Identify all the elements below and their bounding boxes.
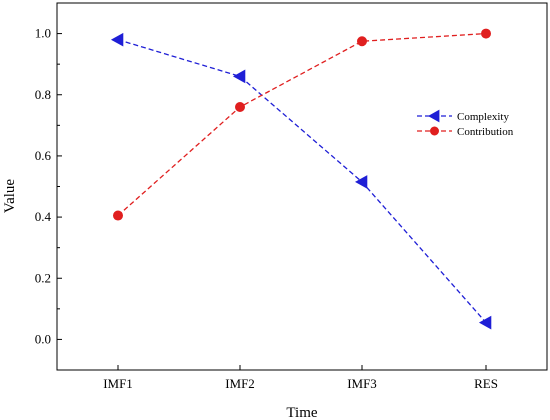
x-axis: IMF1 IMF2 IMF3 RES (103, 365, 498, 391)
x-tick-label: IMF1 (103, 376, 133, 391)
x-tick-label: IMF2 (225, 376, 255, 391)
plot-border (56, 2, 548, 371)
x-tick-label: IMF3 (347, 376, 377, 391)
data-point (478, 315, 492, 330)
y-tick-label: 0.2 (35, 270, 51, 285)
y-tick-label: 0.0 (35, 331, 51, 346)
series-complexity (110, 32, 492, 330)
series-contribution (113, 28, 491, 221)
y-tick-label: 0.4 (35, 209, 52, 224)
y-tick-label: 0.8 (35, 87, 51, 102)
legend-marker (427, 109, 440, 123)
x-tick-label: RES (474, 376, 498, 391)
data-point (235, 101, 245, 112)
legend-marker (430, 126, 439, 136)
legend-item: Complexity (417, 109, 509, 123)
y-axis-label: Value (2, 179, 18, 213)
data-point (357, 36, 367, 47)
legend-label: Contribution (457, 126, 514, 138)
y-axis: 0.0 0.2 0.4 0.6 0.8 1.0 (35, 2, 62, 371)
legend-item: Contribution (417, 126, 514, 138)
data-point (354, 175, 368, 189)
y-tick-label: 1.0 (35, 26, 51, 41)
data-point (232, 69, 246, 84)
y-tick-label: 0.6 (35, 148, 52, 163)
x-axis-label: Time (286, 405, 317, 420)
data-point (113, 210, 123, 221)
data-point (481, 28, 491, 39)
plot-area (56, 2, 548, 371)
series-line (117, 32, 487, 217)
legend-label: Complexity (457, 111, 509, 123)
series-layer (110, 28, 492, 330)
legend: Complexity Contribution (417, 109, 514, 138)
series-line (117, 39, 487, 324)
data-point (110, 32, 124, 47)
